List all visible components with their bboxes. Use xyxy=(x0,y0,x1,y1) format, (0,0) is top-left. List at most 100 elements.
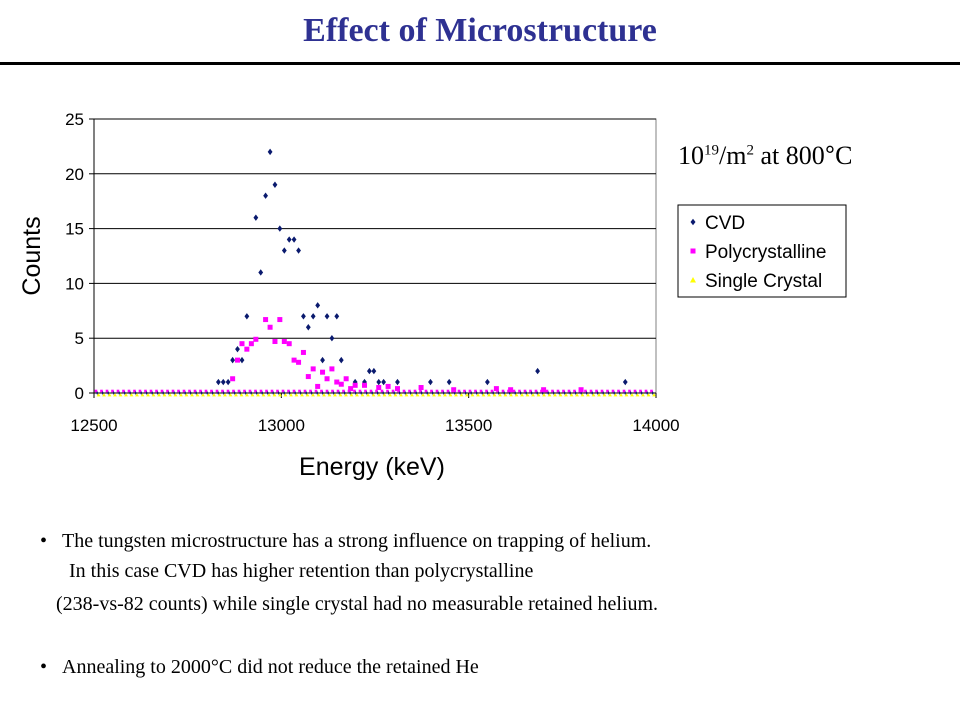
zero-marker-single-crystal xyxy=(272,393,277,397)
zero-marker-cvd xyxy=(283,391,286,395)
data-point xyxy=(277,225,283,232)
zero-marker-single-crystal xyxy=(426,393,431,397)
data-point xyxy=(338,356,344,364)
data-point xyxy=(385,383,391,389)
zero-marker-single-crystal xyxy=(613,393,618,397)
data-point xyxy=(248,341,254,347)
zero-marker-single-crystal xyxy=(382,393,387,397)
zero-marker-polycrystalline xyxy=(386,389,389,393)
zero-marker-single-crystal xyxy=(421,393,425,397)
zero-marker-single-crystal xyxy=(267,393,271,397)
data-point xyxy=(493,386,499,392)
zero-marker-polycrystalline xyxy=(160,389,164,393)
zero-marker-single-crystal xyxy=(322,393,326,397)
data-point xyxy=(225,378,231,386)
zero-marker-single-crystal xyxy=(289,393,293,397)
zero-marker-cvd xyxy=(442,391,445,395)
plot-area xyxy=(93,118,657,394)
zero-marker-single-crystal xyxy=(597,393,601,397)
zero-marker-polycrystalline xyxy=(562,389,565,393)
zero-marker-polycrystalline xyxy=(534,389,538,393)
zero-marker-single-crystal xyxy=(393,393,398,397)
data-point xyxy=(329,366,335,372)
zero-marker-cvd xyxy=(448,391,451,395)
zero-marker-polycrystalline xyxy=(639,389,642,393)
zero-marker-single-crystal xyxy=(327,393,332,397)
zero-marker-cvd xyxy=(217,391,220,395)
zero-marker-cvd xyxy=(101,391,104,395)
data-point xyxy=(446,378,452,386)
zero-marker-cvd xyxy=(96,391,99,395)
zero-marker-cvd xyxy=(464,391,467,395)
zero-marker-single-crystal xyxy=(124,393,128,397)
zero-marker-polycrystalline xyxy=(551,389,554,393)
zero-marker-single-crystal xyxy=(476,393,480,397)
zero-marker-single-crystal xyxy=(520,393,524,397)
zero-marker-single-crystal xyxy=(470,393,475,397)
zero-marker-cvd xyxy=(585,391,588,395)
zero-marker-polycrystalline xyxy=(402,389,406,393)
data-point xyxy=(343,376,349,382)
zero-marker-cvd xyxy=(640,391,643,395)
zero-marker-polycrystalline xyxy=(155,389,158,393)
zero-marker-cvd xyxy=(195,391,198,395)
zero-marker-single-crystal xyxy=(531,393,535,397)
zero-marker-single-crystal xyxy=(355,393,359,397)
zero-marker-single-crystal xyxy=(399,393,403,397)
zero-marker-cvd xyxy=(629,391,632,395)
zero-marker-polycrystalline xyxy=(276,389,279,393)
legend-label: Polycrystalline xyxy=(705,242,826,263)
zero-marker-cvd xyxy=(332,391,335,395)
zero-marker-single-crystal xyxy=(223,393,227,397)
zero-marker-cvd xyxy=(294,391,297,395)
zero-marker-single-crystal xyxy=(454,393,458,397)
zero-marker-polycrystalline xyxy=(375,389,378,393)
zero-marker-polycrystalline xyxy=(342,389,345,393)
legend-label: Single Crystal xyxy=(705,271,822,292)
data-point xyxy=(296,247,301,254)
data-point xyxy=(235,345,240,353)
zero-marker-single-crystal xyxy=(349,393,354,397)
zero-marker-polycrystalline xyxy=(435,389,439,393)
temperature-unit: C xyxy=(835,141,853,170)
zero-marker-cvd xyxy=(178,391,181,395)
data-point xyxy=(381,378,387,386)
zero-marker-cvd xyxy=(613,391,616,395)
zero-marker-polycrystalline xyxy=(589,389,593,393)
zero-marker-cvd xyxy=(497,391,500,395)
data-point xyxy=(376,378,382,386)
zero-marker-single-crystal xyxy=(316,393,321,397)
zero-marker-polycrystalline xyxy=(391,389,395,393)
zero-marker-polycrystalline xyxy=(287,389,290,393)
zero-marker-single-crystal xyxy=(261,393,266,397)
zero-marker-single-crystal xyxy=(509,393,513,397)
data-point xyxy=(267,324,273,330)
zero-marker-polycrystalline xyxy=(364,389,367,393)
zero-marker-cvd xyxy=(200,391,203,395)
zero-marker-cvd xyxy=(580,391,583,395)
zero-marker-polycrystalline xyxy=(111,389,114,393)
zero-marker-cvd xyxy=(552,391,555,395)
data-point xyxy=(263,317,269,323)
data-point xyxy=(334,379,340,385)
data-point xyxy=(395,378,400,386)
zero-marker-cvd xyxy=(316,391,319,395)
zero-marker-cvd xyxy=(635,391,638,395)
zero-marker-polycrystalline xyxy=(100,389,103,393)
zero-marker-single-crystal xyxy=(283,393,288,397)
zero-marker-single-crystal xyxy=(542,393,546,397)
data-point xyxy=(220,378,226,386)
zero-marker-single-crystal xyxy=(553,393,557,397)
zero-marker-cvd xyxy=(107,391,110,395)
data-point xyxy=(244,346,250,352)
zero-marker-cvd xyxy=(574,391,577,395)
fluence-base: 10 xyxy=(678,141,704,170)
y-tick-label: 15 xyxy=(65,220,84,239)
zero-marker-cvd xyxy=(123,391,126,395)
zero-marker-cvd xyxy=(167,391,170,395)
zero-marker-cvd xyxy=(651,391,654,395)
data-point xyxy=(230,356,236,364)
zero-marker-polycrystalline xyxy=(309,389,312,393)
zero-marker-cvd xyxy=(189,391,192,395)
zero-marker-polycrystalline xyxy=(468,389,472,393)
